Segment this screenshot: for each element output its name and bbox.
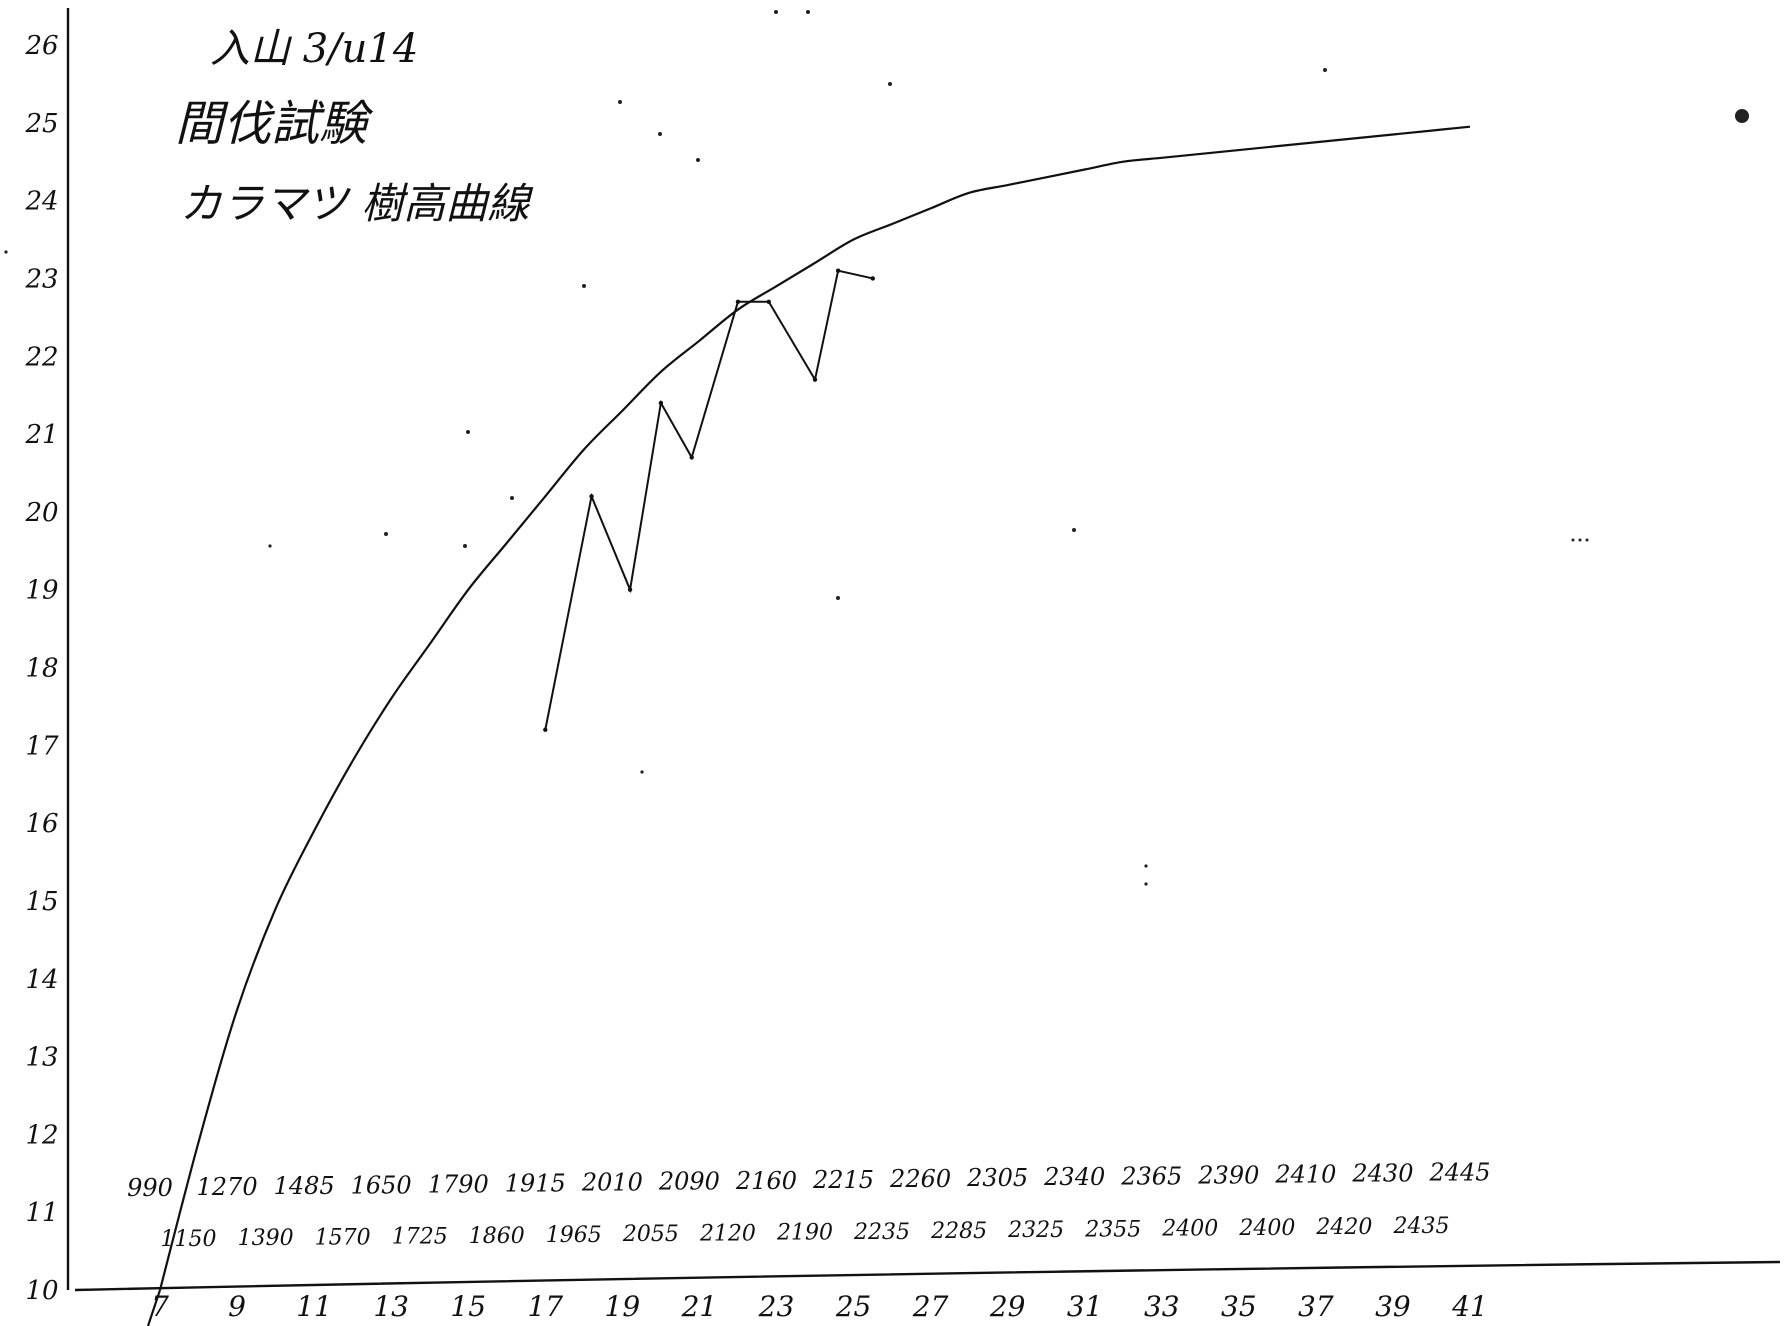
y-tick-label: 10 xyxy=(25,1276,58,1306)
y-tick-label: 26 xyxy=(24,31,58,61)
x-tick-label: 25 xyxy=(835,1290,872,1323)
y-tick-label: 19 xyxy=(25,576,58,606)
x-tick-label: 9 xyxy=(228,1290,246,1323)
volume-label: 2445 xyxy=(1428,1159,1490,1187)
volume-label: 2090 xyxy=(658,1168,720,1196)
y-tick-label: 21 xyxy=(24,420,58,450)
volume-row-upper: 990 1270 1485 1650 1790 1915 2010 2090 2160 2215 2… xyxy=(127,1159,1490,1202)
volume-label: 2355 xyxy=(1084,1217,1141,1242)
volume-label: 1725 xyxy=(392,1225,448,1250)
volume-label: 2390 xyxy=(1197,1161,1259,1189)
volume-label: 2365 xyxy=(1120,1162,1182,1190)
volume-label: 2435 xyxy=(1392,1214,1449,1239)
y-tick-label: 17 xyxy=(25,731,59,761)
y-tick-label: 16 xyxy=(25,809,58,839)
volume-label: 2305 xyxy=(966,1164,1028,1192)
observed-point xyxy=(689,455,694,460)
x-tick-label: 39 xyxy=(1375,1290,1411,1323)
volume-label: 1860 xyxy=(469,1224,525,1249)
x-tick-label: 15 xyxy=(450,1290,486,1323)
x-tick-label: 31 xyxy=(1067,1290,1103,1323)
y-tick-label: 24 xyxy=(24,187,58,217)
volume-label: 1915 xyxy=(505,1170,566,1198)
observed-point xyxy=(870,276,875,281)
y-tick-label: 18 xyxy=(25,654,58,684)
y-tick-label: 11 xyxy=(25,1198,58,1228)
fitted-height-curve xyxy=(158,125,1471,1291)
volume-label: 2215 xyxy=(812,1166,874,1194)
volume-label: 1485 xyxy=(274,1172,335,1200)
x-tick-label: 17 xyxy=(527,1290,563,1323)
x-tick-label: 33 xyxy=(1144,1290,1180,1323)
x-axis-line xyxy=(74,1260,1781,1292)
volume-label: 2400 xyxy=(1238,1216,1295,1241)
x-tick-label: 19 xyxy=(605,1290,641,1323)
x-tick-label: 11 xyxy=(296,1290,332,1323)
volume-label: 2285 xyxy=(930,1219,987,1244)
header-line3: カラマツ 樹高曲線 xyxy=(180,179,533,228)
volume-label: 2055 xyxy=(622,1222,679,1247)
volume-label: 1150 xyxy=(161,1227,217,1252)
volume-label: 2190 xyxy=(776,1221,833,1246)
x-tick-label: 29 xyxy=(989,1290,1026,1323)
header-line1: 入山 3/u14 xyxy=(210,26,418,72)
x-tick-label: 27 xyxy=(912,1290,949,1323)
observed-point xyxy=(812,377,818,382)
y-tick-labels: 10 11 12 13 14 15 16 17 18 19 20 21 22 23 24 25 26 xyxy=(24,31,59,1306)
volume-label: 2235 xyxy=(853,1220,910,1245)
volume-label: 2340 xyxy=(1043,1163,1105,1191)
x-tick-label: 13 xyxy=(373,1290,409,1323)
volume-label: 990 xyxy=(127,1174,173,1202)
volume-label: 2120 xyxy=(699,1221,756,1246)
scan-specks xyxy=(4,10,1749,886)
observed-point xyxy=(735,299,741,304)
series-layer xyxy=(146,125,1471,1326)
x-tick-label: 23 xyxy=(758,1290,795,1323)
volume-label: 2430 xyxy=(1351,1160,1413,1188)
observed-height-line xyxy=(544,269,874,730)
volume-label: 2410 xyxy=(1274,1161,1336,1189)
y-tick-label: 23 xyxy=(24,264,58,294)
observed-point xyxy=(589,494,594,499)
header-line2: 間伐試験 xyxy=(175,96,374,152)
volume-label: 1270 xyxy=(197,1173,258,1201)
curve-tail xyxy=(146,1289,162,1326)
y-tick-label: 12 xyxy=(25,1120,58,1150)
x-tick-labels: 7 9 11 13 15 17 19 21 23 25 27 29 31 33 35 37 39 41 xyxy=(151,1290,1488,1323)
volume-label: 1650 xyxy=(351,1171,412,1199)
observed-point xyxy=(627,587,633,592)
observed-point xyxy=(835,268,841,273)
y-tick-label: 22 xyxy=(24,342,58,372)
x-tick-label: 35 xyxy=(1221,1290,1257,1323)
volume-row-lower: 1150 1390 1570 1725 1860 1965 2055 2120 2190 2235… xyxy=(161,1214,1450,1252)
observed-point xyxy=(658,400,664,406)
volume-label: 1790 xyxy=(428,1170,489,1198)
volume-label: 1390 xyxy=(238,1226,294,1251)
volume-label: 2260 xyxy=(889,1165,951,1193)
y-tick-label: 13 xyxy=(25,1043,58,1073)
y-tick-label: 25 xyxy=(24,109,58,139)
volume-label: 2160 xyxy=(735,1167,797,1195)
volume-label: 1965 xyxy=(546,1223,602,1248)
volume-label: 1570 xyxy=(315,1225,371,1250)
volume-label: 2420 xyxy=(1315,1215,1372,1240)
x-tick-label: 21 xyxy=(681,1290,718,1323)
observed-point xyxy=(766,299,771,304)
x-tick-label: 41 xyxy=(1451,1290,1488,1323)
volume-label: 2010 xyxy=(581,1169,643,1197)
volume-label: 2325 xyxy=(1007,1218,1064,1243)
y-tick-label: 20 xyxy=(24,498,58,528)
observed-point xyxy=(543,727,548,732)
volume-label: 2400 xyxy=(1161,1217,1218,1242)
x-tick-label: 7 xyxy=(151,1290,169,1323)
x-tick-label: 37 xyxy=(1298,1290,1334,1323)
y-tick-label: 14 xyxy=(25,965,58,995)
y-tick-label: 15 xyxy=(25,887,58,917)
